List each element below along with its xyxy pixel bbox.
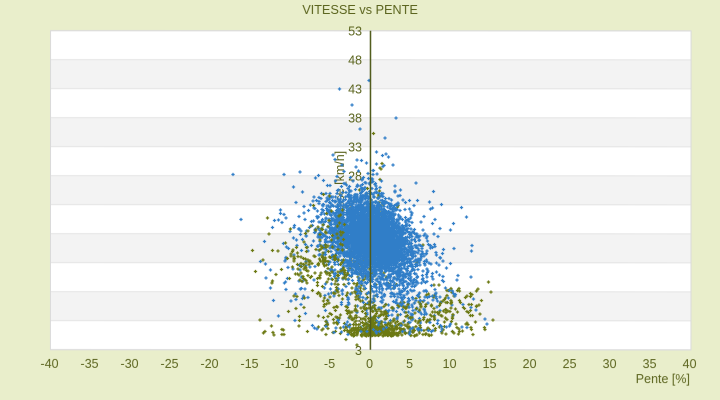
svg-text:35: 35: [643, 357, 657, 371]
svg-text:-15: -15: [241, 357, 259, 371]
svg-text:-25: -25: [161, 357, 179, 371]
svg-text:33: 33: [348, 140, 362, 154]
svg-text:Pente [%]: Pente [%]: [636, 372, 690, 386]
svg-text:38: 38: [348, 111, 362, 125]
svg-text:20: 20: [523, 357, 537, 371]
svg-text:-20: -20: [201, 357, 219, 371]
svg-text:5: 5: [406, 357, 413, 371]
svg-text:25: 25: [563, 357, 577, 371]
svg-text:3: 3: [355, 344, 362, 358]
svg-text:-35: -35: [81, 357, 99, 371]
svg-text:0: 0: [366, 357, 373, 371]
svg-text:40: 40: [683, 357, 697, 371]
svg-text:-10: -10: [281, 357, 299, 371]
svg-text:3: 3: [355, 314, 362, 328]
svg-text:-40: -40: [41, 357, 59, 371]
svg-text:30: 30: [603, 357, 617, 371]
svg-text:10: 10: [443, 357, 457, 371]
svg-text:43: 43: [348, 82, 362, 96]
svg-text:53: 53: [348, 24, 362, 38]
svg-text:15: 15: [483, 357, 497, 371]
svg-text:-30: -30: [121, 357, 139, 371]
svg-text:VITESSE vs PENTE: VITESSE vs PENTE: [302, 3, 418, 17]
svg-text:48: 48: [348, 53, 362, 67]
svg-text:-5: -5: [324, 357, 335, 371]
svg-text:28: 28: [348, 169, 362, 183]
